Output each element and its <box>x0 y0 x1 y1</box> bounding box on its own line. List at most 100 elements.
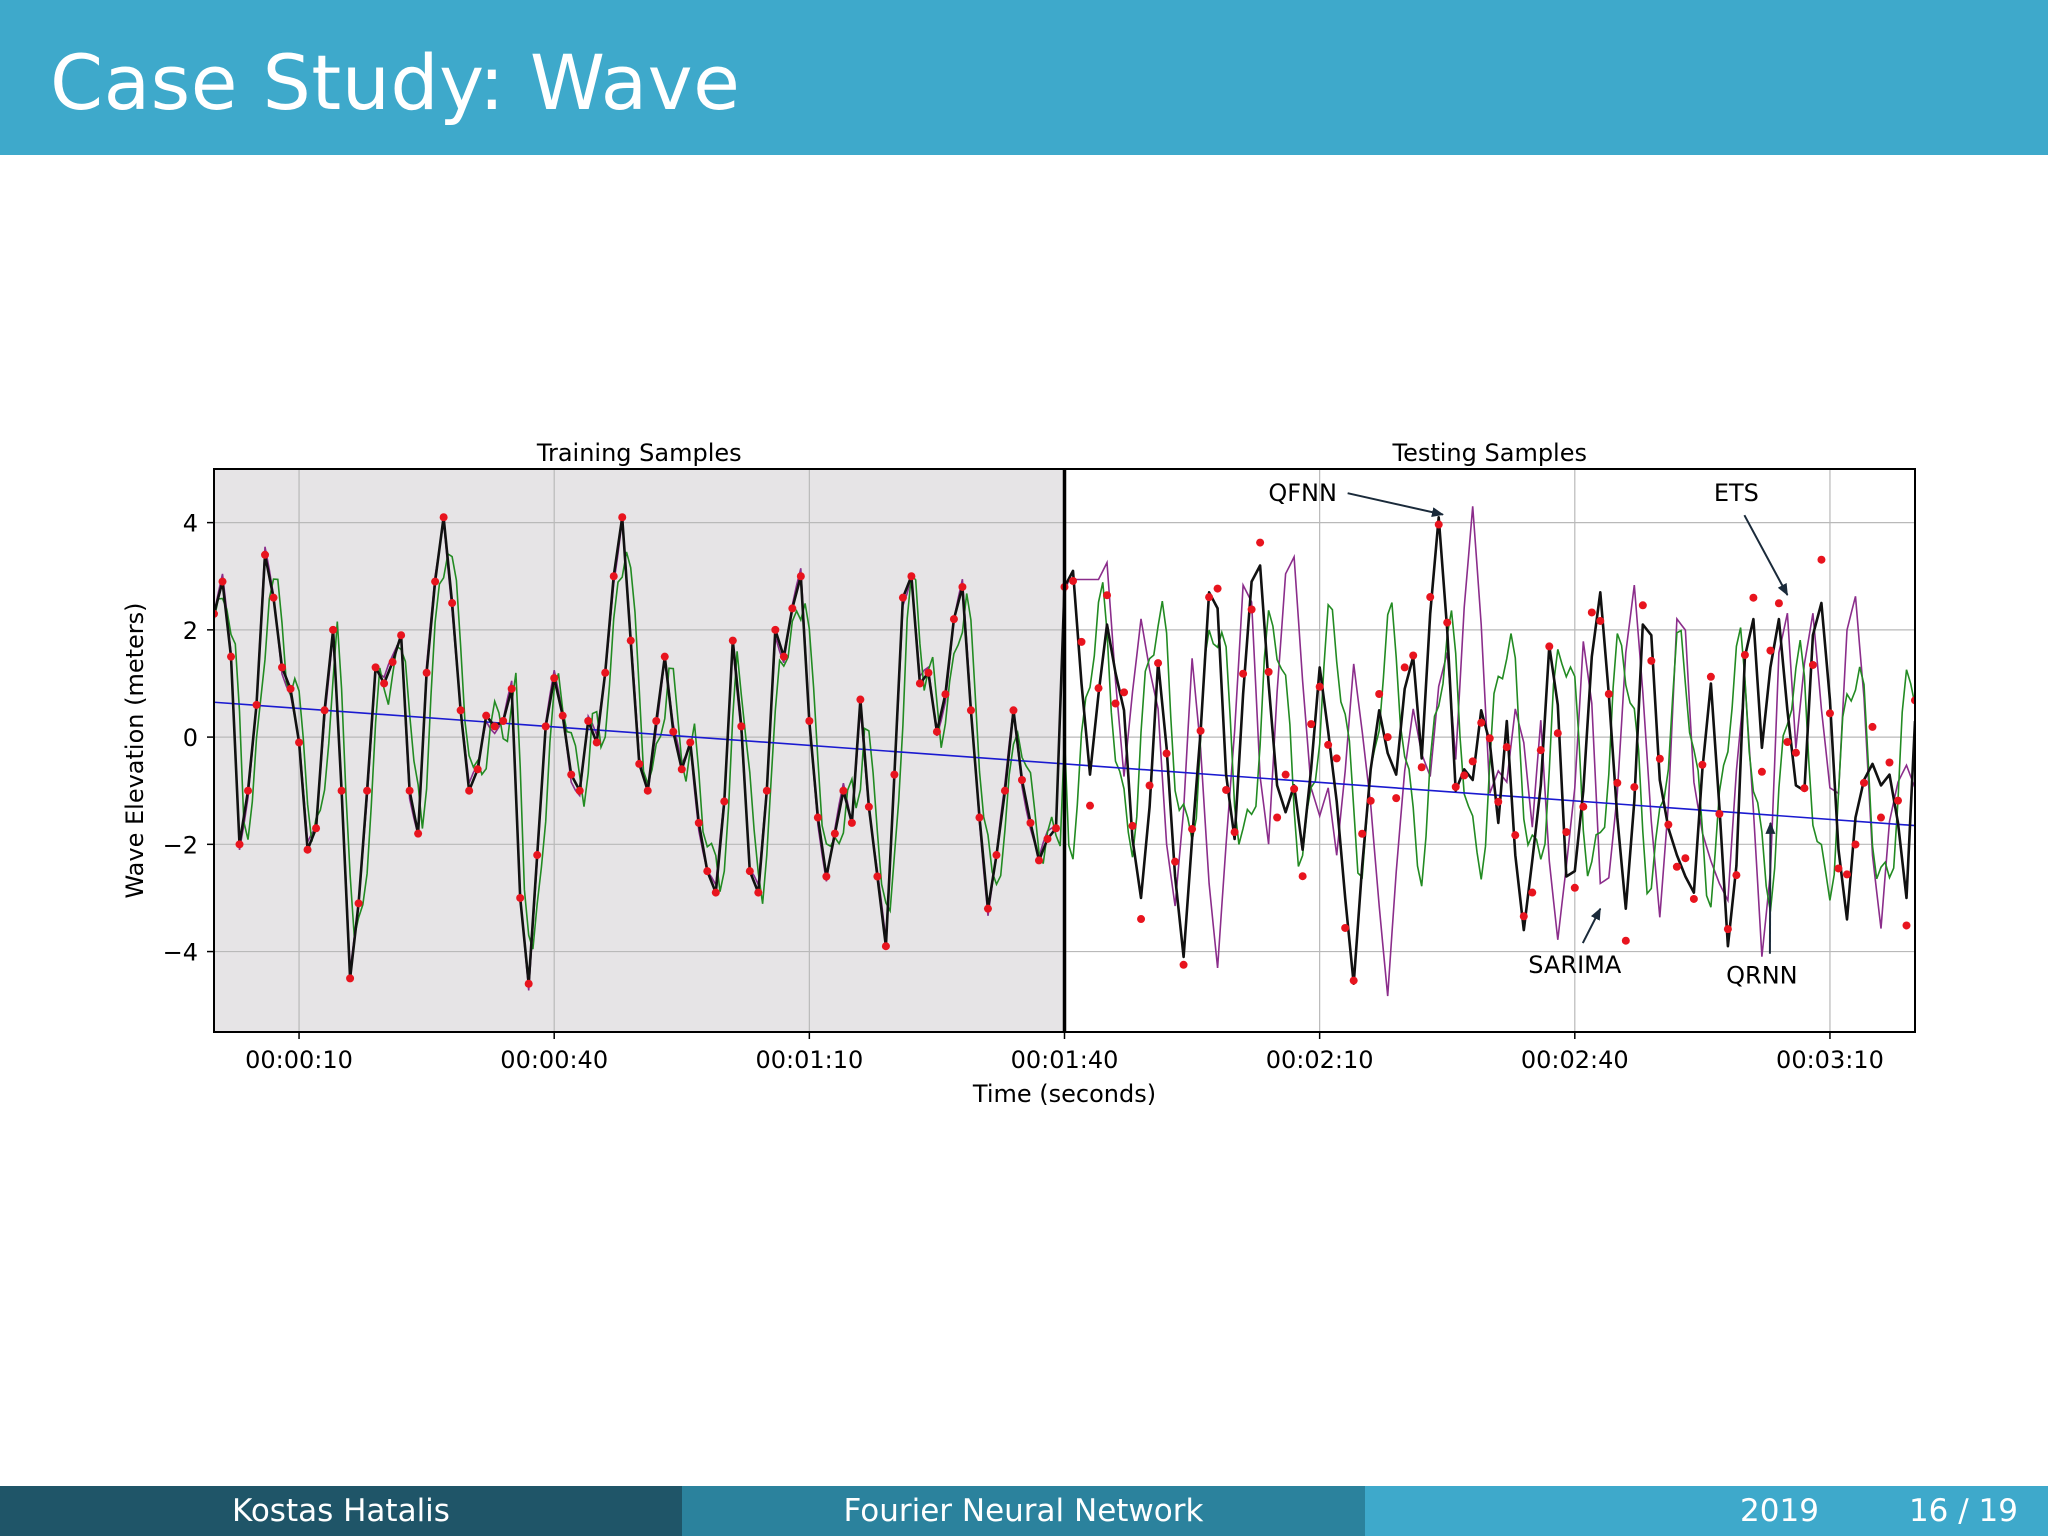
forecast-point <box>1128 821 1137 830</box>
x-tick-label: 00:02:40 <box>1521 1046 1629 1074</box>
forecast-point <box>558 711 567 720</box>
forecast-point <box>915 679 924 688</box>
forecast-point <box>329 625 338 634</box>
forecast-point <box>1791 748 1800 757</box>
forecast-point <box>1400 663 1409 672</box>
forecast-point <box>941 690 950 699</box>
forecast-point <box>1171 857 1180 866</box>
forecast-point <box>1672 862 1681 871</box>
forecast-point <box>1034 856 1043 865</box>
forecast-point <box>1536 746 1545 755</box>
forecast-point <box>847 818 856 827</box>
training-region-label: Training Samples <box>536 439 742 467</box>
y-tick-label: −4 <box>163 939 198 967</box>
slide-footer: Kostas Hatalis Fourier Neural Network 20… <box>0 1486 2048 1536</box>
forecast-point <box>1749 593 1758 602</box>
forecast-point <box>1383 733 1392 742</box>
forecast-point <box>1893 796 1902 805</box>
forecast-point <box>1630 783 1639 792</box>
forecast-point <box>1859 778 1868 787</box>
forecast-point <box>354 899 363 908</box>
forecast-point <box>499 717 508 726</box>
forecast-point <box>448 599 457 608</box>
forecast-point <box>1154 659 1163 668</box>
forecast-point <box>1664 820 1673 829</box>
footer-year: 2019 <box>1740 1493 1819 1529</box>
forecast-point <box>1000 786 1009 795</box>
forecast-point <box>1698 760 1707 769</box>
footer-title: Fourier Neural Network <box>843 1493 1204 1529</box>
forecast-point <box>1222 785 1231 794</box>
forecast-point <box>1851 840 1860 849</box>
forecast-point <box>1740 650 1749 659</box>
forecast-point <box>1281 770 1290 779</box>
forecast-point <box>1834 864 1843 873</box>
forecast-point <box>924 668 933 677</box>
forecast-point <box>1213 584 1222 593</box>
forecast-point <box>1766 646 1775 655</box>
forecast-point <box>1545 642 1554 651</box>
footer-title-section: Fourier Neural Network <box>682 1486 1365 1536</box>
footer-page-number: 16 / 19 <box>1908 1493 2018 1529</box>
forecast-point <box>371 663 380 672</box>
annotation-qrnn: QRNN <box>1726 962 1797 990</box>
forecast-point <box>873 872 882 881</box>
annotation-arrow <box>1581 907 1602 944</box>
forecast-point <box>1349 976 1358 985</box>
annotation-sarima: SARIMA <box>1528 951 1622 979</box>
forecast-point <box>643 786 652 795</box>
forecast-point <box>261 550 270 559</box>
forecast-point <box>1604 690 1613 699</box>
forecast-point <box>1298 872 1307 881</box>
forecast-point <box>1485 734 1494 743</box>
x-tick-label: 00:00:10 <box>245 1046 353 1074</box>
forecast-point <box>1715 809 1724 818</box>
forecast-point <box>278 663 287 672</box>
forecast-point <box>584 717 593 726</box>
forecast-point <box>1842 870 1851 879</box>
forecast-point <box>1468 757 1477 766</box>
forecast-point <box>907 572 916 581</box>
forecast-point <box>1783 737 1792 746</box>
forecast-point <box>422 668 431 677</box>
forecast-point <box>1587 608 1596 617</box>
forecast-point <box>465 786 474 795</box>
forecast-point <box>1077 637 1086 646</box>
forecast-point <box>1392 794 1401 803</box>
slide-title-bar: Case Study: Wave <box>0 0 2048 155</box>
forecast-point <box>1375 689 1384 698</box>
forecast-point <box>890 770 899 779</box>
forecast-point <box>1519 912 1528 921</box>
forecast-point <box>703 867 712 876</box>
forecast-point <box>1800 784 1809 793</box>
y-tick-label: 2 <box>183 617 198 645</box>
forecast-point <box>609 572 618 581</box>
forecast-point <box>1494 797 1503 806</box>
forecast-point <box>592 738 601 747</box>
forecast-point <box>320 706 329 715</box>
forecast-point <box>856 695 865 704</box>
y-tick-label: −2 <box>163 831 198 859</box>
forecast-point <box>1315 682 1324 691</box>
forecast-point <box>1256 538 1265 547</box>
annotation-arrow <box>1743 514 1789 596</box>
slide-title: Case Study: Wave <box>50 38 741 127</box>
forecast-point <box>1647 656 1656 665</box>
forecast-point <box>796 572 805 581</box>
forecast-point <box>1723 925 1732 934</box>
forecast-point <box>762 786 771 795</box>
forecast-point <box>898 593 907 602</box>
forecast-point <box>966 706 975 715</box>
forecast-point <box>1051 824 1060 833</box>
forecast-point <box>1137 915 1146 924</box>
forecast-point <box>1120 688 1129 697</box>
forecast-point <box>711 888 720 897</box>
forecast-point <box>295 738 304 747</box>
forecast-point <box>1264 667 1273 676</box>
forecast-point <box>1808 660 1817 669</box>
forecast-point <box>669 727 678 736</box>
forecast-point <box>1562 828 1571 837</box>
forecast-point <box>1902 921 1911 930</box>
footer-author-section: Kostas Hatalis <box>0 1486 682 1536</box>
forecast-point <box>227 652 236 661</box>
